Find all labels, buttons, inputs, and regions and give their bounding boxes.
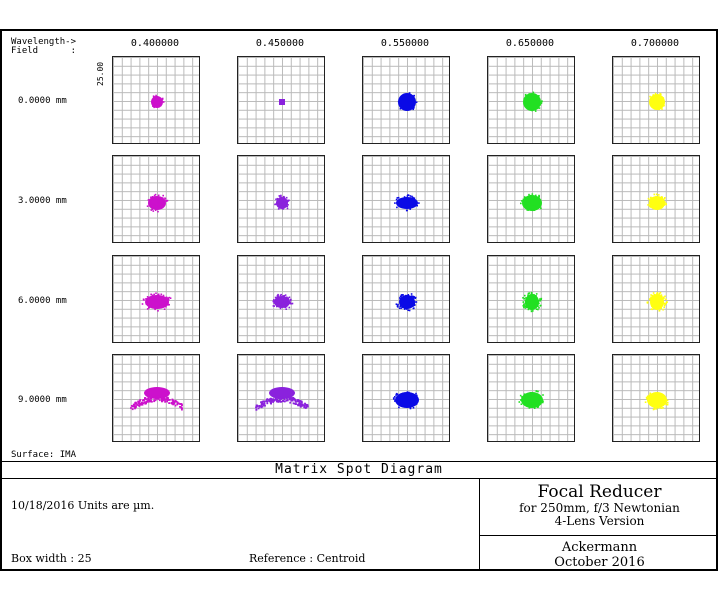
spot-cell: [112, 255, 200, 343]
author: Ackermann: [561, 540, 638, 555]
divider-right: [479, 535, 718, 536]
spot-cell: [362, 56, 450, 144]
diagram-title: Matrix Spot Diagram: [275, 462, 443, 477]
plot-frame: [0, 29, 718, 571]
field-row-4: 9.0000 mm: [18, 395, 67, 405]
spot-pattern: [274, 194, 290, 210]
design-title: Focal Reducer: [537, 482, 662, 502]
field-row-1: 0.0000 mm: [18, 96, 67, 106]
spot-pattern: [395, 293, 418, 312]
wavelength-4: 0.650000: [505, 38, 555, 49]
wavelength-1: 0.400000: [130, 38, 180, 49]
design-date: October 2016: [554, 555, 645, 570]
design-subtitle-1: for 250mm, f/3 Newtonian: [519, 501, 680, 515]
wavelength-2: 0.450000: [255, 38, 305, 49]
spot-cell: [112, 354, 200, 442]
spot-cell: [612, 56, 700, 144]
wavelength-3: 0.550000: [380, 38, 430, 49]
spot-cell: [362, 255, 450, 343]
spot-pattern: [130, 387, 183, 411]
spot-pattern: [394, 194, 420, 212]
date-units: 10/18/2016 Units are µm.: [11, 499, 155, 512]
spot-pattern: [520, 193, 542, 212]
divider-vertical: [479, 478, 480, 571]
spot-cell: [612, 354, 700, 442]
scale-label: 25.00: [96, 61, 105, 86]
wavelength-label: Wavelength->: [11, 37, 77, 47]
field-row-3: 6.0000 mm: [18, 296, 67, 306]
author-block: Ackermann October 2016: [481, 540, 718, 570]
spot-cell: [612, 155, 700, 243]
design-subtitle-2: 4-Lens Version: [554, 514, 645, 528]
wavelength-5: 0.700000: [630, 38, 680, 49]
spot-pattern: [272, 293, 294, 310]
spot-pattern: [397, 92, 418, 111]
spot-pattern: [518, 390, 544, 409]
spot-pattern: [523, 91, 543, 112]
spot-pattern: [146, 193, 169, 213]
spot-cell: [487, 354, 575, 442]
spot-cell: [362, 354, 450, 442]
spot-cell: [487, 56, 575, 144]
spot-pattern: [392, 391, 419, 410]
spot-cell: [237, 354, 325, 442]
spot-cell: [112, 56, 200, 144]
spot-pattern: [649, 92, 665, 111]
spot-cell: [362, 155, 450, 243]
field-label: Field :: [11, 46, 77, 56]
spot-pattern: [522, 291, 543, 313]
spot-cell: [237, 255, 325, 343]
spot-cell: [612, 255, 700, 343]
box-width: Box width : 25: [11, 552, 92, 565]
spot-cell: [487, 255, 575, 343]
spot-pattern: [644, 392, 669, 411]
divider-mid: [0, 478, 718, 479]
spot-cell: [237, 155, 325, 243]
field-row-2: 3.0000 mm: [18, 196, 67, 206]
spot-cell: [237, 56, 325, 144]
spot-pattern: [647, 193, 667, 210]
spot-pattern: [646, 291, 668, 312]
spot-pattern: [255, 387, 309, 411]
spot-pattern: [141, 292, 172, 312]
divider-top: [0, 461, 718, 462]
spot-pattern: [151, 94, 165, 109]
spot-pattern: [279, 99, 285, 105]
surface-label: Surface: IMA: [11, 450, 77, 460]
design-title-block: Focal Reducer for 250mm, f/3 Newtonian 4…: [481, 482, 718, 528]
spot-cell: [112, 155, 200, 243]
spot-cell: [487, 155, 575, 243]
reference: Reference : Centroid: [249, 552, 366, 565]
